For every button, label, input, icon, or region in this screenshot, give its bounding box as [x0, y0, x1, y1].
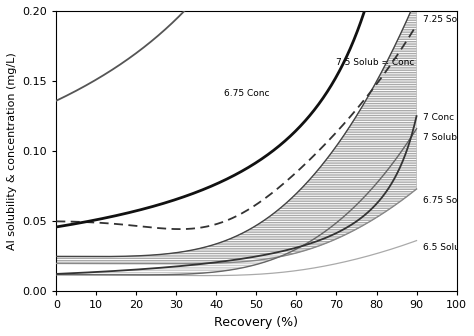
Text: 7 Conc: 7 Conc: [422, 113, 454, 122]
Y-axis label: Al solubility & concentration (mg/L): Al solubility & concentration (mg/L): [7, 52, 17, 250]
Text: 6.5 Solub: 6.5 Solub: [422, 244, 465, 252]
Text: 7.5 Solub = Conc: 7.5 Solub = Conc: [337, 58, 415, 67]
X-axis label: Recovery (%): Recovery (%): [214, 316, 299, 329]
Text: 6.75 Solub: 6.75 Solub: [422, 196, 471, 205]
Text: 7 Solub: 7 Solub: [422, 133, 456, 142]
Text: 6.75 Conc: 6.75 Conc: [224, 89, 270, 98]
Text: 7.25 Solub: 7.25 Solub: [422, 15, 471, 24]
